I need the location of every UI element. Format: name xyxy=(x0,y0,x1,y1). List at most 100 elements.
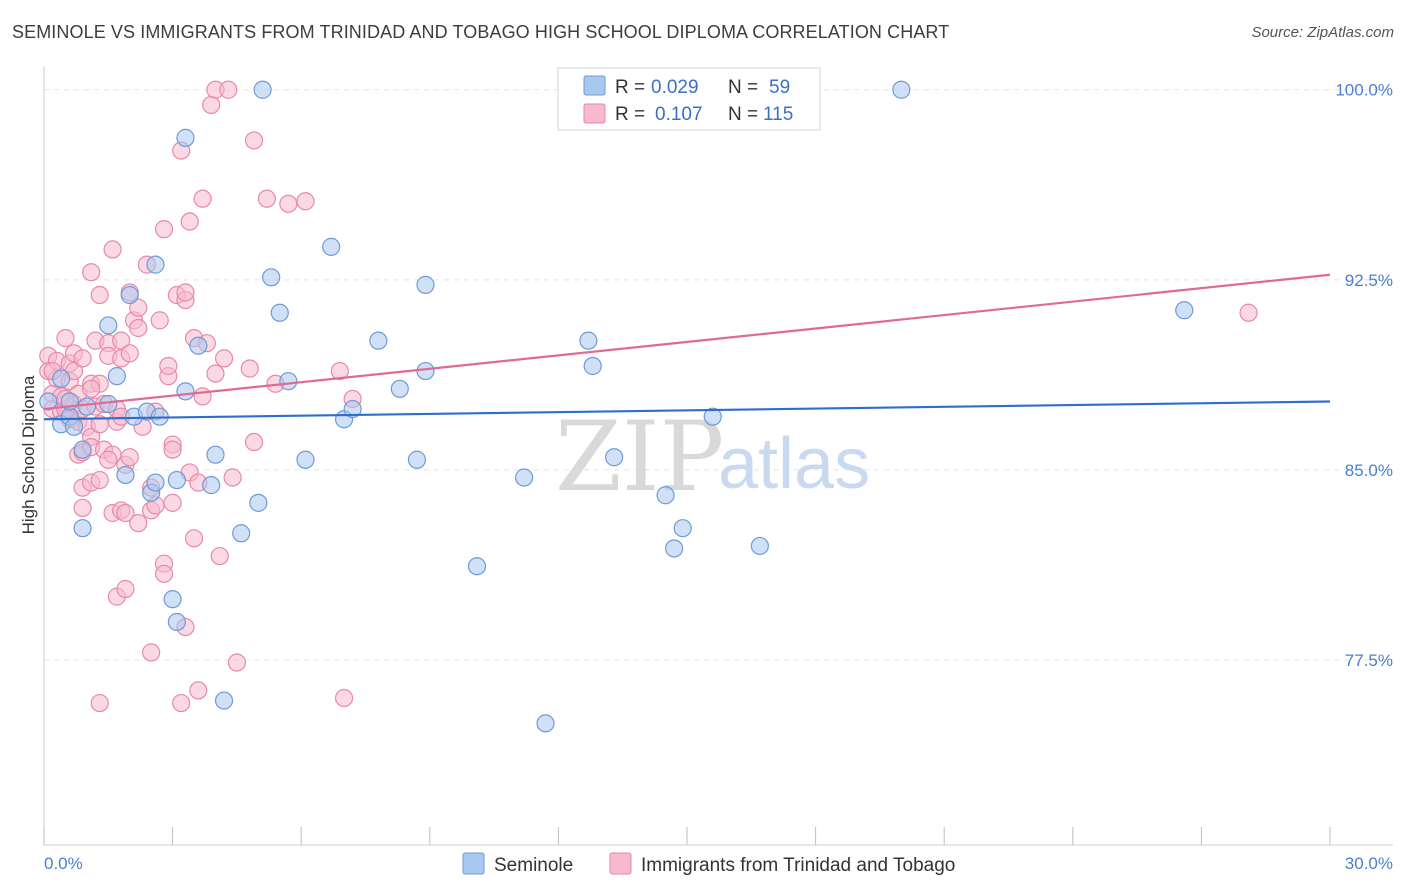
immigrants-point xyxy=(154,220,174,239)
seminole-point xyxy=(673,519,692,538)
immigrants-point xyxy=(120,344,139,363)
immigrants-point xyxy=(99,450,118,469)
seminole-point xyxy=(146,255,165,274)
seminole-point xyxy=(73,519,92,538)
seminole-point xyxy=(322,237,341,256)
series-legend: Seminole Immigrants from Trinidad and To… xyxy=(462,852,955,876)
seminole-point xyxy=(99,316,118,335)
immigrants-point xyxy=(82,263,101,282)
immigrants-point xyxy=(206,364,225,383)
watermark-zip: ZIP xyxy=(555,401,724,513)
immigrants-point xyxy=(90,693,109,713)
immigrants-point xyxy=(240,359,259,378)
bottom-legend-immigrants: Immigrants from Trinidad and Tobago xyxy=(641,855,955,876)
seminole-point xyxy=(892,80,911,99)
immigrants-point xyxy=(154,564,174,583)
legend-r-label-1: R = xyxy=(615,77,645,98)
seminole-point xyxy=(249,493,268,512)
immigrants-point xyxy=(202,95,221,115)
immigrants-point xyxy=(73,349,92,368)
legend-n-value-2: 115 xyxy=(763,104,793,125)
seminole-point xyxy=(189,336,208,355)
seminole-point xyxy=(120,285,139,305)
immigrants-point xyxy=(90,470,109,490)
immigrants-point xyxy=(103,240,122,259)
seminole-point xyxy=(703,407,722,426)
correlation-legend: R = 0.029 N = 59 R = 0.107 N = 115 xyxy=(557,67,821,131)
legend-r-value-2: 0.107 xyxy=(655,104,703,125)
seminole-point xyxy=(369,331,388,350)
seminole-point xyxy=(146,473,165,492)
seminole-point xyxy=(176,128,195,147)
legend-swatch-seminole xyxy=(583,75,606,96)
immigrants-point xyxy=(180,212,199,231)
seminole-point xyxy=(232,524,251,543)
immigrants-point xyxy=(163,440,182,459)
y-axis-label: High School Diploma xyxy=(19,375,38,534)
immigrants-point xyxy=(257,189,277,208)
y-tick-labels: 77.5% 85.0% 92.5% 100.0% xyxy=(1335,81,1393,670)
immigrants-point xyxy=(330,361,349,381)
chart-title: SEMINOLE VS IMMIGRANTS FROM TRINIDAD AND… xyxy=(12,22,950,42)
seminole-point xyxy=(390,379,409,398)
legend-swatch-immigrants xyxy=(583,103,606,124)
immigrants-point xyxy=(334,688,354,708)
seminole-point xyxy=(116,465,135,485)
immigrants-point xyxy=(279,194,298,213)
seminole-point xyxy=(214,691,234,710)
seminole-point xyxy=(416,361,435,381)
trend-lines xyxy=(43,273,1331,421)
seminole-point xyxy=(52,369,71,388)
seminole-point xyxy=(167,612,186,632)
seminole-point xyxy=(343,399,362,419)
y-tick-label: 77.5% xyxy=(1345,651,1393,670)
legend-n-label-2: N = xyxy=(728,104,758,125)
legend-n-value-1: 59 xyxy=(769,77,790,98)
immigrants-point xyxy=(210,546,229,566)
seminole-point xyxy=(656,486,675,505)
immigrants-point xyxy=(172,693,191,713)
immigrants-point xyxy=(227,653,246,672)
seminole-point xyxy=(202,476,221,495)
immigrants-point xyxy=(163,493,182,512)
bottom-legend-swatch-seminole xyxy=(462,852,485,875)
immigrants-point xyxy=(176,283,195,302)
immigrants-point xyxy=(159,356,178,376)
immigrants-point xyxy=(56,329,75,348)
bottom-legend-swatch-immigrants xyxy=(609,852,632,875)
seminole-point xyxy=(163,590,182,609)
immigrants-point xyxy=(142,643,161,662)
seminole-point xyxy=(605,448,624,467)
seminole-point xyxy=(107,367,126,386)
immigrants-point xyxy=(189,681,208,700)
immigrants-point xyxy=(184,529,204,548)
seminole-point xyxy=(167,470,186,490)
seminole-point xyxy=(262,268,281,287)
chart-source: Source: ZipAtlas.com xyxy=(1251,24,1394,41)
seminole-point xyxy=(73,440,92,459)
immigrants-trend-line xyxy=(43,273,1331,411)
watermark: ZIP atlas xyxy=(555,401,870,513)
immigrants-point xyxy=(129,318,148,338)
series-seminole-points xyxy=(39,80,1194,733)
legend-n-label-1: N = xyxy=(728,77,758,98)
seminole-point xyxy=(1175,301,1194,320)
seminole-point xyxy=(39,392,58,411)
x-tick-label-min: 0.0% xyxy=(44,854,83,873)
seminole-point xyxy=(253,80,272,99)
seminole-point xyxy=(583,356,602,376)
seminole-point xyxy=(270,303,289,322)
immigrants-point xyxy=(223,468,242,487)
bottom-legend-seminole: Seminole xyxy=(494,855,573,876)
seminole-point xyxy=(296,450,315,469)
immigrants-point xyxy=(82,379,101,398)
immigrants-point xyxy=(193,189,212,208)
immigrants-point xyxy=(120,448,139,467)
immigrants-point xyxy=(73,498,92,518)
seminole-point xyxy=(665,539,684,558)
legend-r-label-2: R = xyxy=(615,104,645,125)
x-tick-label-max: 30.0% xyxy=(1345,854,1393,873)
seminole-point xyxy=(77,397,96,416)
series-immigrants-points xyxy=(39,80,1258,713)
